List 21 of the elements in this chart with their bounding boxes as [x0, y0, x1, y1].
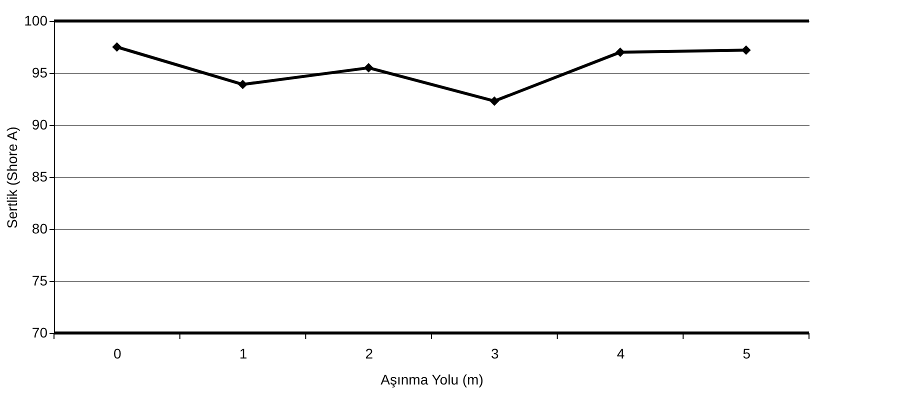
- point: [238, 80, 248, 90]
- x-tick-label: 5: [742, 346, 751, 362]
- x-tick-label: 0: [114, 346, 122, 362]
- y-tick-label: 70: [32, 324, 48, 340]
- y-tick-label: 80: [32, 220, 48, 236]
- y-axis-title: Sertlik (Shore A): [4, 126, 20, 228]
- x-tick-label: 4: [616, 346, 625, 362]
- x-axis-title: Aşınma Yolu (m): [380, 372, 484, 388]
- y-tick-label: 100: [24, 12, 48, 28]
- x-tick-label: 2: [365, 346, 374, 362]
- x-tick-label: 3: [491, 346, 500, 362]
- y-tick-label: 85: [32, 168, 48, 184]
- y-tick-label: 75: [32, 272, 48, 288]
- x-tick-label: 1: [239, 346, 248, 362]
- y-tick-label: 95: [32, 64, 48, 80]
- point: [741, 45, 751, 55]
- point: [364, 63, 374, 73]
- point: [616, 47, 625, 57]
- y-tick-label: 90: [32, 116, 48, 132]
- point: [490, 96, 500, 106]
- point: [112, 42, 122, 52]
